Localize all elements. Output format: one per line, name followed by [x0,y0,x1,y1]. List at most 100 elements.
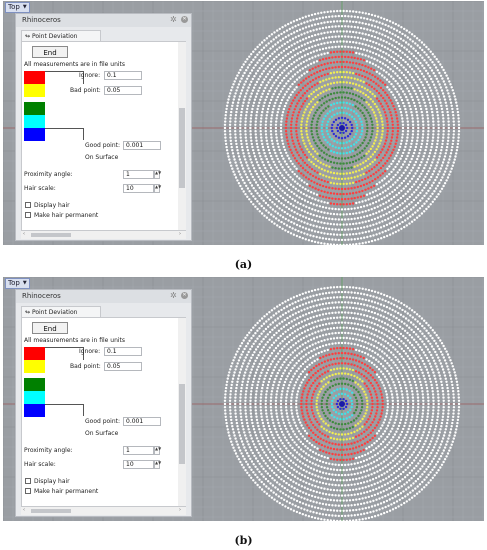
deviation-point [307,114,310,117]
deviation-point [269,133,273,136]
deviation-point [305,324,308,327]
deviation-point [339,357,342,360]
deviation-point [354,120,358,124]
deviation-point [363,423,366,426]
deviation-point [315,214,318,218]
deviation-point [345,388,348,391]
deviation-point [332,132,335,136]
deviation-point [412,175,415,178]
deviation-point [342,101,345,104]
deviation-point [344,157,347,160]
display-hair-checkbox[interactable] [25,202,31,208]
deviation-point [320,387,323,391]
deviation-point [385,117,388,120]
deviation-point [264,166,267,170]
deviation-point [400,415,403,418]
deviation-point [320,126,323,130]
deviation-point [342,458,345,462]
deviation-point [284,217,287,221]
deviation-point [279,123,283,127]
deviation-point [351,181,355,184]
deviation-point [224,117,227,120]
deviation-point [361,111,364,115]
deviation-point [273,471,276,475]
bad-point-input[interactable]: 0.05 [104,86,142,95]
deviation-point [383,235,386,239]
make-hair-permanent-checkbox[interactable] [25,212,31,218]
proximity-spinner[interactable]: ▲▼ [154,170,161,179]
deviation-point [336,336,339,340]
deviation-point [254,412,258,415]
hair-scale-spinner[interactable]: ▲▼ [154,184,161,193]
tab-point-deviation[interactable]: ↬ Point Deviation [21,30,101,41]
deviation-point [314,198,317,201]
deviation-point [422,155,425,158]
deviation-point [347,146,350,149]
scroll-left-icon[interactable]: ‹ [23,231,25,237]
deviation-point [366,399,369,402]
deviation-point [246,383,249,387]
deviation-point [374,454,377,457]
viewport-top-label[interactable]: Top ▼ [5,2,30,13]
viewport-a[interactable]: Top ▼ Rhinoceros ✲ ✕ ↬ Point Deviation E… [3,1,484,245]
deviation-point [289,148,292,151]
deviation-point [410,142,413,145]
deviation-point [276,344,280,347]
deviation-point [265,169,268,172]
deviation-point [438,170,441,173]
deviation-point [347,453,350,456]
horizontal-scrollbar[interactable]: ‹ › [21,231,186,239]
deviation-point [331,420,334,424]
deviation-point [337,321,340,324]
deviation-point [374,64,377,67]
ignore-input[interactable]: 0.1 [104,71,142,80]
hair-scale-input[interactable]: 10 [123,184,154,193]
proximity-angle-input[interactable]: 1 [123,170,154,179]
deviation-point [416,415,419,418]
end-button[interactable]: End [32,46,68,58]
deviation-point [276,433,279,437]
deviation-point [419,145,423,149]
deviation-point [368,359,371,363]
deviation-point [357,434,361,437]
deviation-point [375,439,378,443]
deviation-point [427,406,430,409]
deviation-point [309,327,313,330]
deviation-point [293,475,297,478]
viewport-b[interactable]: Top ▼ Rhinoceros ✲ ✕ ↬ Point Deviation E… [3,277,484,521]
deviation-point [321,313,325,316]
scroll-thumb[interactable] [179,108,185,188]
deviation-point [350,363,353,366]
deviation-point [379,325,382,328]
deviation-point [353,322,356,325]
deviation-point [388,421,391,424]
deviation-point [415,472,418,475]
deviation-point [364,117,367,120]
deviation-point [297,91,300,94]
scroll-thumb[interactable] [31,233,71,237]
deviation-point [400,71,403,75]
deviation-point [318,194,322,197]
deviation-point [386,399,389,402]
close-icon[interactable]: ✕ [181,16,188,23]
deviation-point [377,65,380,69]
deviation-point [411,430,415,434]
deviation-point [305,396,309,399]
deviation-point [342,418,345,421]
vertical-scrollbar[interactable] [178,42,186,230]
deviation-point [331,123,334,127]
gear-icon[interactable]: ✲ [170,15,177,24]
deviation-point [320,497,323,500]
deviation-point [265,412,268,415]
deviation-point [353,343,356,346]
deviation-point [391,232,395,235]
deviation-point [343,117,347,120]
dropdown-arrow-icon[interactable]: ▼ [22,4,27,10]
deviation-point [325,429,328,432]
deviation-point [312,18,315,21]
scroll-right-icon[interactable]: › [179,231,181,237]
deviation-point [272,145,275,149]
good-point-input[interactable]: 0.001 [123,141,161,150]
deviation-point [423,86,426,90]
deviation-point [413,218,416,221]
